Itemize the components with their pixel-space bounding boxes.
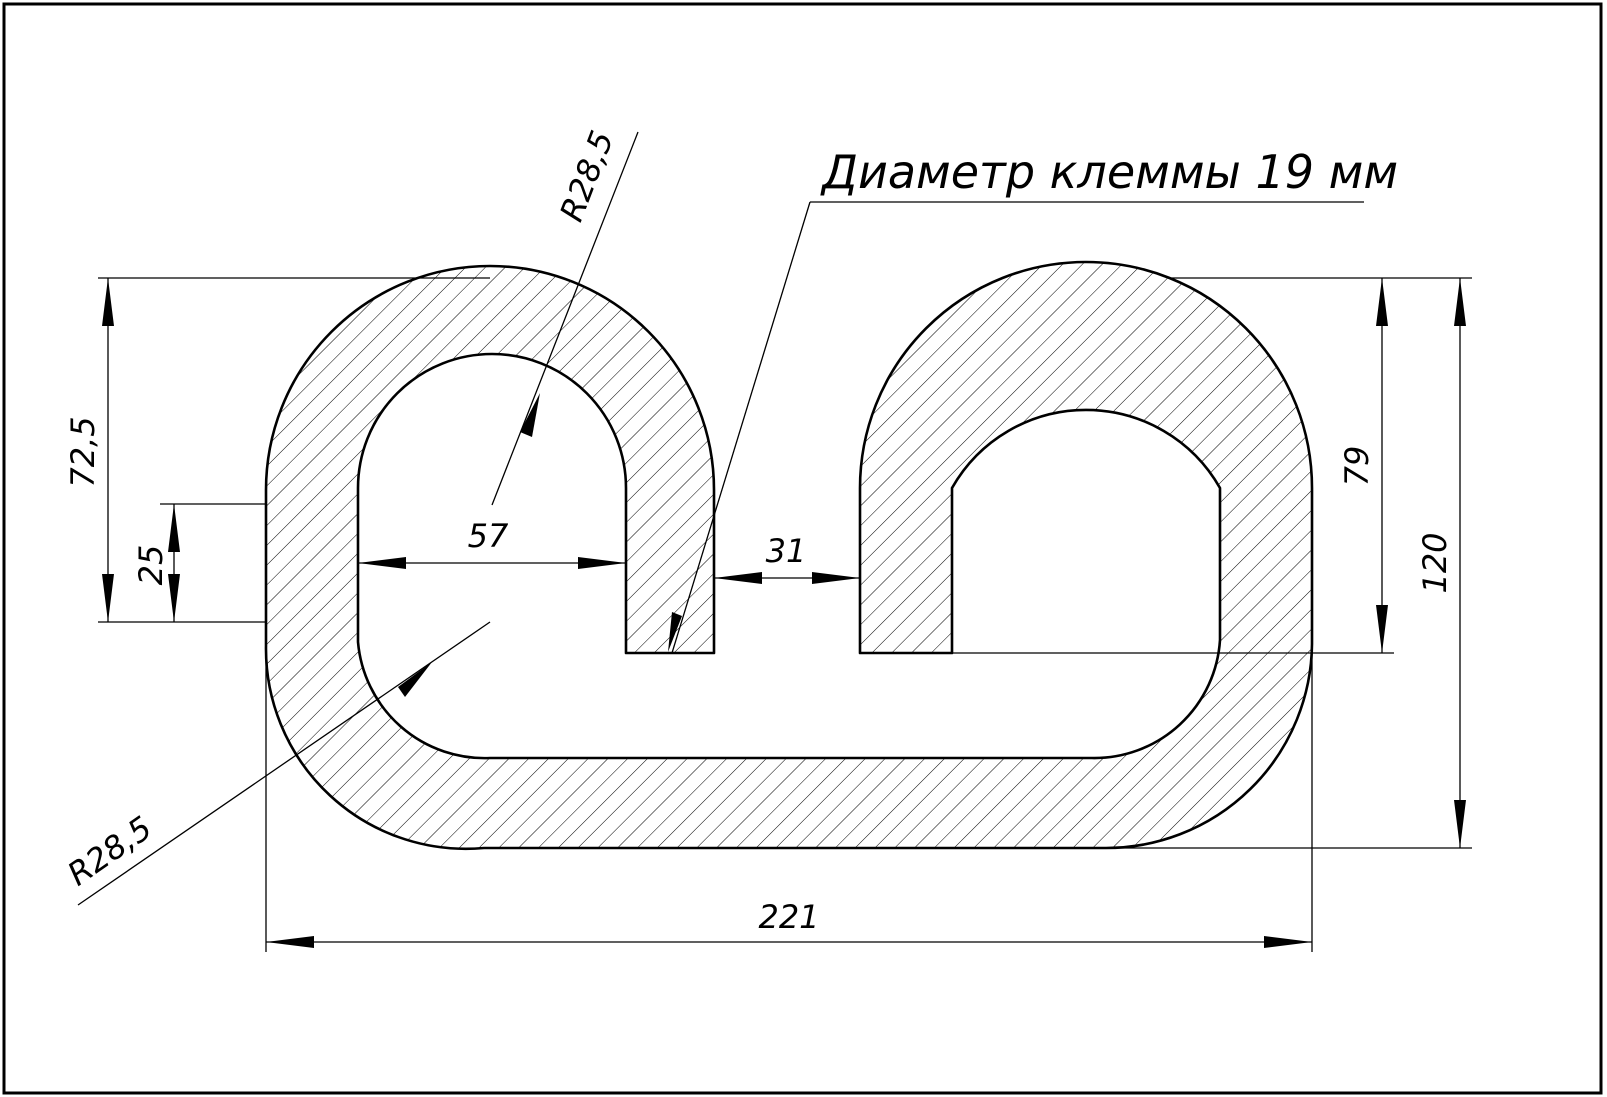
left-loop-width-label: 57 xyxy=(468,517,509,555)
gap-label: 31 xyxy=(766,532,807,570)
leader-note: Диаметр клеммы 19 мм xyxy=(668,145,1398,654)
dimension-left-upper-height: 72,5 xyxy=(64,277,490,623)
left-flat-segment-label: 25 xyxy=(132,545,170,586)
radius-upper-label: R28,5 xyxy=(552,126,621,227)
profile-section xyxy=(264,260,1314,851)
left-upper-height-label: 72,5 xyxy=(64,416,102,487)
dimension-left-loop-width: 57 xyxy=(358,517,626,569)
overall-width-label: 221 xyxy=(758,898,819,936)
dimension-gap: 31 xyxy=(714,532,860,584)
dimension-left-flat-segment: 25 xyxy=(132,503,266,622)
terminal-diameter-note: Диаметр клеммы 19 мм xyxy=(820,145,1398,199)
right-loop-height-label: 79 xyxy=(1338,446,1376,487)
radius-lower-label: R28,5 xyxy=(61,809,159,894)
dimension-overall-width: 221 xyxy=(265,640,1313,952)
overall-height-label: 120 xyxy=(1416,532,1454,593)
dimension-overall-height: 120 xyxy=(1104,277,1472,849)
dimension-right-loop-height: 79 xyxy=(952,278,1394,654)
